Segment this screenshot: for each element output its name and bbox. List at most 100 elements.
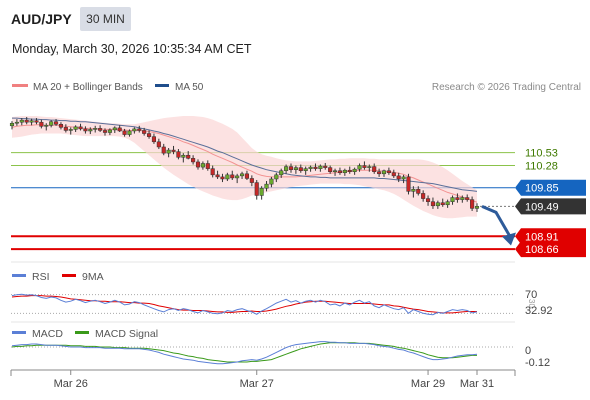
candle [78, 126, 83, 130]
candle [284, 166, 289, 171]
rsi-30-label: 30 [527, 299, 536, 308]
candle [274, 174, 279, 180]
header: AUD/JPY 30 MIN Monday, March 30, 2026 10… [11, 7, 252, 56]
candle [318, 165, 323, 169]
candle [88, 129, 93, 132]
resistance-label: 110.28 [525, 161, 558, 173]
candle [49, 121, 54, 126]
candle [460, 197, 465, 200]
candle [19, 119, 24, 123]
candle [445, 201, 450, 206]
candle [372, 166, 377, 172]
candle [298, 167, 303, 171]
candle [347, 169, 352, 172]
candle [24, 119, 29, 123]
candle [362, 165, 367, 168]
candle [171, 149, 176, 152]
timeframe-label: 30 MIN [86, 12, 125, 26]
candle [9, 122, 15, 127]
candle [367, 166, 372, 168]
candle [58, 124, 63, 128]
candle [107, 129, 112, 133]
candle [279, 170, 284, 176]
candle [29, 120, 34, 123]
symbol-title: AUD/JPY [11, 11, 72, 27]
candle [421, 193, 426, 199]
candle [156, 141, 161, 148]
candle [44, 125, 49, 127]
candle [308, 166, 313, 169]
candle [132, 128, 137, 132]
candle [195, 161, 201, 168]
candle [440, 202, 445, 206]
candle [210, 168, 215, 176]
candle [235, 175, 240, 179]
candle [54, 121, 59, 125]
macd-panel: MACD MACD Signal 0-0.12 [11, 321, 550, 369]
x-tick-label: Mar 26 [54, 378, 88, 390]
macd-line [11, 341, 478, 365]
candle [249, 178, 254, 183]
candle [333, 170, 338, 172]
candle [352, 168, 357, 172]
candle [151, 136, 156, 143]
bollinger-band [12, 116, 477, 219]
legend-swatch-signal [75, 331, 89, 334]
candle [396, 175, 401, 180]
candle [391, 172, 396, 177]
candle [137, 128, 142, 131]
last-price-label: 109.49 [525, 201, 559, 213]
support-tag [515, 241, 586, 258]
resistance-label: 110.53 [525, 148, 558, 160]
legend-swatch-macd [12, 331, 26, 334]
candle [83, 128, 88, 132]
legend-macd: MACD [32, 328, 63, 340]
ma50-line [12, 117, 478, 192]
candle [411, 189, 416, 192]
candle [240, 173, 245, 177]
candle [186, 154, 191, 159]
candle [450, 197, 455, 202]
ma20-line [11, 124, 478, 203]
candle [73, 126, 78, 130]
candle [127, 130, 132, 135]
forecast-arrow [481, 204, 516, 246]
candle [68, 129, 73, 131]
candle [220, 176, 225, 180]
candle [386, 170, 391, 174]
x-tick-label: Mar 31 [460, 378, 494, 390]
candle [377, 171, 382, 175]
datetime-label: Monday, March 30, 2026 10:35:34 AM CET [12, 42, 252, 56]
candle [225, 174, 230, 180]
candle [176, 151, 181, 158]
candle [426, 198, 431, 202]
rsi-9ma-line [11, 295, 477, 314]
candle [337, 170, 342, 174]
macd-value-label: -0.12 [525, 357, 550, 369]
candle [191, 158, 196, 163]
candle [142, 130, 147, 134]
candle [416, 189, 421, 194]
candle [430, 201, 435, 207]
candle [474, 206, 480, 209]
legend-swatch-ma50 [155, 84, 169, 87]
x-axis-labels: Mar 26 Mar 27 Mar 29 Mar 31 [54, 370, 494, 390]
candle [34, 120, 39, 123]
candle [230, 174, 235, 179]
pivot-label: 109.85 [525, 183, 559, 195]
legend-swatch-ma20 [12, 84, 28, 87]
candle [328, 167, 333, 172]
timeframe-button[interactable] [80, 7, 131, 31]
support-label: 108.91 [525, 231, 559, 243]
legend-ma50: MA 50 [175, 82, 204, 93]
x-tick-label: Mar 29 [411, 378, 445, 390]
candle [264, 183, 269, 189]
legend-signal: MACD Signal [95, 328, 158, 340]
support-tag [515, 228, 586, 245]
plot-frame [10, 369, 516, 376]
candle [117, 127, 122, 132]
candle [244, 173, 249, 179]
